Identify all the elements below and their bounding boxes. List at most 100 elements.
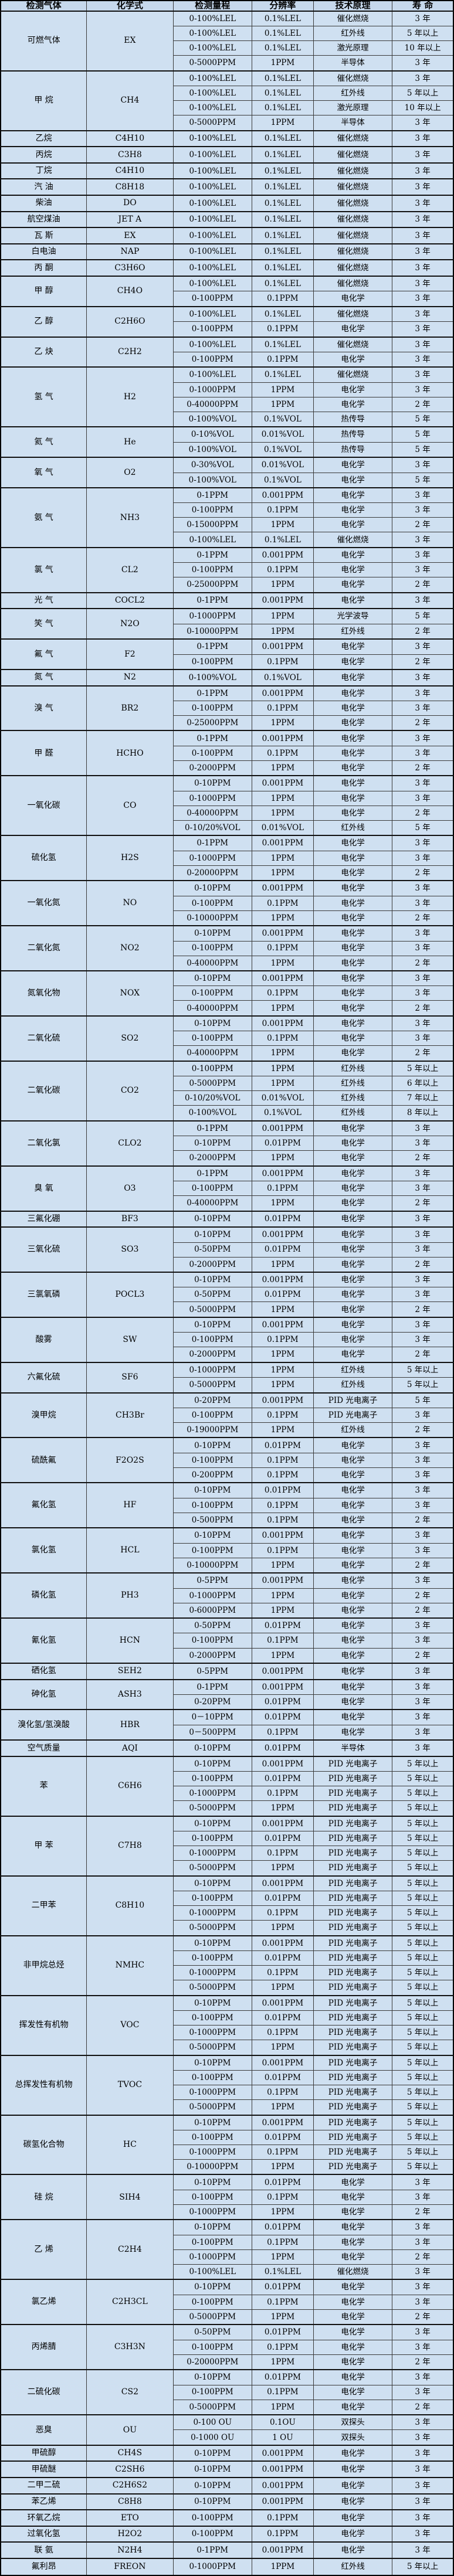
range-cell: 0-1000PPM [172, 2557, 252, 2576]
range-cell: 0-1000PPM [172, 2025, 252, 2041]
resolution-cell: 1PPM [251, 396, 314, 412]
lifespan-cell: 2 年 [392, 1602, 454, 1619]
principle-cell: 电化学 [313, 1316, 393, 1333]
lifespan-cell: 3 年 [392, 275, 454, 292]
table-row: 0-100PPM 0.1PPM 电化学 3 年 [1, 1633, 454, 1649]
resolution-cell: 1PPM [251, 850, 314, 866]
table-row: 三氟化硼 BF3 0-10PPM 0.01PPM 电化学 3 年 [0, 1210, 454, 1228]
principle-cell: 电化学 [313, 1497, 393, 1513]
resolution-cell: 0.1%LEL [251, 86, 314, 101]
table-row: 臭 氧 O3 0-1PPM 0.001PPM 电化学 3 年 [0, 1165, 454, 1212]
range-cell: 0-100PPM [172, 1031, 252, 1046]
range-cell: 0-10PPM [172, 1210, 252, 1228]
gas-name-cell: 氯 气 [0, 546, 87, 593]
range-cell: 0-1PPM [172, 1678, 252, 1695]
range-cell: 0-10PPM [172, 2054, 252, 2071]
range-cell: 0-100%LEL [172, 40, 252, 56]
formula-cell: C2H6S2 [86, 2476, 174, 2495]
lifespan-cell: 3 年 [392, 970, 454, 987]
principle-cell: 热传导 [313, 411, 393, 427]
lifespan-cell: 3 年 [392, 2294, 454, 2310]
resolution-cell: 1PPM [251, 790, 314, 806]
range-cell: 0-1PPM [172, 546, 252, 563]
formula-cell: NOX [86, 970, 174, 1017]
formula-cell: CH3Br [86, 1392, 174, 1438]
lifespan-cell: 2 年 [392, 1422, 454, 1438]
range-cell: 0-5PPM [172, 1662, 252, 1680]
gas-name-cell: 苯 [0, 1755, 87, 1817]
table-row: 0-5000PPM 1PPM 电化学 2 年 [1, 2399, 454, 2415]
resolution-cell: 1PPM [251, 1361, 314, 1378]
resolution-cell: 0.001PPM [251, 835, 314, 851]
lifespan-cell: 3 年 [392, 745, 454, 761]
table-row: 0-10000PPM 1PPM PID 光电离子 5 年以上 [1, 2159, 454, 2175]
resolution-cell: 0.001PPM [251, 775, 314, 791]
gas-name-cell: 甲 醛 [0, 730, 87, 776]
resolution-cell: 0.001PPM [251, 546, 314, 563]
range-cell: 0-10PPM [172, 970, 252, 987]
table-row: 苯乙烯 C8H8 0-10PPM 0.001PPM 电化学 3 年 [0, 2493, 454, 2510]
principle-cell: 热传导 [313, 426, 393, 443]
principle-cell: 电化学 [313, 985, 393, 1001]
column-header-1: 化学式 [86, 0, 174, 12]
formula-cell: HF [86, 1482, 174, 1528]
table-row: 0-100PPM 0.1PPM 电化学 3 年 [1, 562, 454, 578]
range-cell: 0-10PPM [172, 2279, 252, 2295]
lifespan-cell: 3 年 [392, 730, 454, 746]
lifespan-cell: 3 年 [392, 2493, 454, 2510]
principle-cell: 电化学 [313, 517, 393, 533]
principle-cell: 催化燃烧 [313, 227, 393, 244]
range-cell: 0-100PPM [172, 1060, 252, 1077]
range-cell: 0-100PPM [172, 2010, 252, 2026]
table-row: 0-1000PPM 0.1PPM PID 光电离子 5 年以上 [1, 1905, 454, 1921]
principle-cell: 电化学 [313, 2493, 393, 2510]
resolution-cell: 0.01%VOL [251, 820, 314, 836]
principle-cell: 电化学 [313, 2189, 393, 2205]
formula-cell: BF3 [86, 1210, 174, 1228]
range-cell: 0-6000PPM [172, 1602, 252, 1619]
formula-cell: CS2 [86, 2369, 174, 2415]
column-header-5: 寿 命 [392, 0, 454, 12]
range-cell: 0-100%LEL [172, 130, 252, 147]
resolution-cell: 0.001PPM [251, 1994, 314, 2011]
resolution-cell: 0.01PPM [251, 1287, 314, 1303]
resolution-cell: 0.1%LEL [251, 195, 314, 212]
table-row: 0-40000PPM 1PPM 电化学 2 年 [1, 955, 454, 971]
table-row: 二氧化氯 CLO2 0-1PPM 0.001PPM 电化学 3 年 [0, 1120, 454, 1167]
principle-cell: PID 光电离子 [313, 1786, 393, 1802]
table-row: 0-100PPM 0.01PPM PID 光电离子 5 年以上 [1, 1831, 454, 1847]
resolution-cell: 1PPM [251, 55, 314, 72]
formula-cell: C2H4 [86, 2219, 174, 2280]
table-row: 0-5000PPM 1PPM PID 光电离子 5 年以上 [1, 1860, 454, 1877]
resolution-cell: 0.001PPM [251, 638, 314, 655]
lifespan-cell: 3 年 [392, 668, 454, 687]
gas-name-cell: 二氧化硫 [0, 1015, 87, 1062]
lifespan-cell: 3 年 [392, 2461, 454, 2478]
formula-cell: CL2 [86, 546, 174, 593]
resolution-cell: 0.1PPM [251, 1786, 314, 1802]
lifespan-cell: 5 年以上 [392, 86, 454, 101]
principle-cell: PID 光电离子 [313, 2114, 393, 2130]
table-row: 氨 气 NH3 0-1PPM 0.001PPM 电化学 3 年 [0, 487, 454, 548]
lifespan-cell: 3 年 [392, 1120, 454, 1137]
principle-cell: 电化学 [313, 1031, 393, 1046]
lifespan-cell: 2 年 [392, 1512, 454, 1528]
resolution-cell: 0.001PPM [251, 1165, 314, 1182]
formula-cell: C4H10 [86, 130, 174, 147]
lifespan-cell: 5 年以上 [392, 1905, 454, 1921]
table-row: 0-100%VOL 0.1%VOL 热传导 5 年 [1, 411, 454, 427]
resolution-cell: 0.1PPM [251, 940, 314, 956]
principle-cell: 双探头 [313, 2429, 393, 2446]
resolution-cell: 0.001PPM [251, 487, 314, 504]
principle-cell: PID 光电离子 [313, 1935, 393, 1952]
table-row: 0-2000PPM 1PPM 电化学 2 年 [1, 1256, 454, 1273]
gas-name-cell: 乙 烯 [0, 2219, 87, 2280]
table-row: 非甲烷总烃 NMHC 0-10PPM 0.001PPM PID 光电离子 5 年以上 [0, 1935, 454, 1996]
resolution-cell: 1PPM [251, 382, 314, 397]
resolution-cell: 0.01PPM [251, 1136, 314, 1151]
range-cell: 0-100%LEL [172, 86, 252, 101]
principle-cell: 电化学 [313, 835, 393, 851]
principle-cell: PID 光电离子 [313, 2144, 393, 2160]
formula-cell: O3 [86, 1165, 174, 1212]
gas-name-cell: 氟利昂 [0, 2557, 87, 2576]
